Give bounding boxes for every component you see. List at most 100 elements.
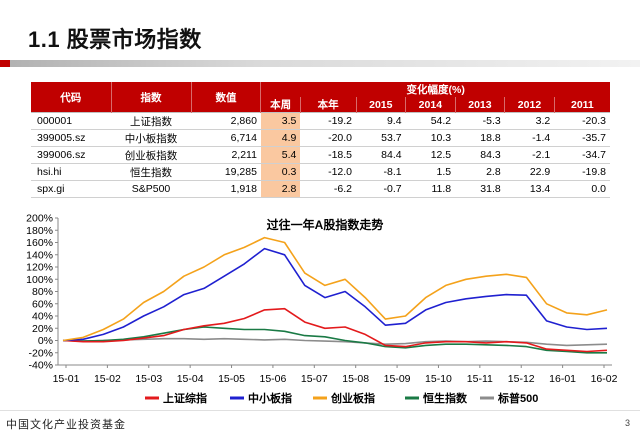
row-change: 10.3 [405,129,456,147]
row-change: 18.8 [455,129,505,147]
table-row: 399006.sz 创业板指数 2,211 5.4 -18.5 84.4 12.5 84.3-… [31,146,610,164]
row-change: 9.4 [356,112,406,130]
title-rule [0,60,640,67]
y-tick-label: 100% [26,274,53,286]
footer-rule [0,410,640,411]
row-code: 000001 [31,112,111,130]
legend-label: 恒生指数 [423,391,468,405]
x-tick-label: 15-06 [259,373,286,385]
series-line [62,307,608,353]
row-change: 31.8 [455,180,505,198]
y-tick-label: 120% [26,262,53,274]
row-change: 53.7 [356,129,406,147]
legend-label: 中小板指 [248,391,292,405]
row-change: 0.3 [260,163,301,181]
table-row: spx.gi S&P500 1,918 2.8 -6.2 -0.7 11.8 31.8 13.4… [31,180,610,198]
row-change: -5.3 [455,112,505,130]
slide-title: 1.1 股票市场指数 [28,27,202,52]
x-tick-label: 15-02 [94,373,121,385]
row-change: -2.1 [504,146,555,164]
row-change: -18.5 [300,146,357,164]
legend-label: 标普500 [497,391,538,405]
x-tick-label: 15-10 [425,373,452,385]
row-change: 2.8 [260,180,301,198]
header-index: 指数 [111,82,192,113]
row-change: 2.8 [455,163,505,181]
table-header-row-2: 本周 本年 2015 2014 2013 2012 2011 [31,97,610,113]
row-index-name: 上证指数 [111,112,191,130]
row-change: -0.7 [356,180,406,198]
x-tick-label: 15-11 [467,373,493,385]
table-header-row-1: 代码 指数 数值 变化幅度(%) [31,82,610,113]
header-code: 代码 [31,82,112,113]
row-value: 1,918 [191,180,261,198]
y-tick-label: 160% [26,237,53,249]
row-change: -35.7 [554,129,610,147]
title-rule-accent [0,60,10,67]
row-index-name: S&P500 [111,180,191,198]
header-period: 2012 [504,97,555,113]
index-table: 代码 指数 数值 变化幅度(%) 本周 本年 2015 2014 2013 20… [31,82,610,198]
footer-logo: 中国文化产业投资基金 [6,419,126,431]
x-tick-label: 15-08 [342,373,369,385]
x-tick-label: 15-05 [218,373,245,385]
row-change: 1.5 [405,163,456,181]
row-code: 399006.sz [31,146,111,164]
header-change-group: 变化幅度(%) [260,82,610,97]
row-index-name: 恒生指数 [111,163,191,181]
table-row: 399005.sz 中小板指数 6,714 4.9 -20.0 53.7 10.3 18.8-… [31,129,610,147]
row-change: 22.9 [504,163,555,181]
row-change: -20.3 [554,112,610,130]
y-tick-label: 80% [32,286,53,298]
y-tick-label: -20% [28,347,53,359]
header-period: 2011 [554,97,610,113]
header-value: 数值 [191,82,262,113]
y-tick-label: 0% [38,335,53,347]
page-number: 3 [624,418,630,428]
header-period: 2015 [356,97,407,113]
series-line [62,247,608,342]
row-change: -19.8 [554,163,610,181]
row-change: -6.2 [300,180,357,198]
y-tick-label: 40% [32,311,53,323]
y-tick-label: 180% [26,225,53,237]
row-value: 2,211 [191,146,261,164]
row-change: -20.0 [300,129,357,147]
index-trend-chart: -40%-20%0%20%40%60%80%100%120%140%160%18… [26,213,618,406]
row-value: 19,285 [191,163,261,181]
row-change: 4.9 [260,129,301,147]
header-period: 本周 [260,97,301,113]
table-row: hsi.hi 恒生指数 19,285 0.3 -12.0 -8.1 1.5 2.8 22.9 -1… [31,163,610,181]
row-change: 84.4 [356,146,406,164]
row-change: 13.4 [504,180,555,198]
chart-title: 过往一年A股指数走势 [267,217,384,232]
x-tick-label: 15-01 [53,373,80,385]
row-change: 3.5 [260,112,301,130]
row-change: 3.2 [504,112,555,130]
y-tick-label: 60% [32,298,53,310]
y-tick-label: 200% [26,213,53,225]
row-change: 0.0 [554,180,610,198]
row-code: spx.gi [31,180,111,198]
series-line [62,236,608,342]
x-tick-label: 15-04 [177,373,204,385]
row-change: -34.7 [554,146,610,164]
x-tick-label: 15-12 [508,373,535,385]
x-tick-label: 16-02 [591,373,618,385]
header-period: 本年 [300,97,357,113]
row-code: hsi.hi [31,163,111,181]
row-index-name: 创业板指数 [111,146,191,164]
y-tick-label: 20% [32,323,53,335]
row-value: 2,860 [191,112,261,130]
row-change: -8.1 [356,163,406,181]
table-row: 000001 上证指数 2,860 3.5 -19.2 9.4 54.2 -5.3 3.2 -20… [31,112,610,130]
y-tick-label: -40% [28,360,53,372]
row-change: -12.0 [300,163,357,181]
row-change: 54.2 [405,112,456,130]
x-tick-label: 16-01 [549,373,576,385]
legend-label: 创业板指 [330,391,375,405]
row-index-name: 中小板指数 [111,129,191,147]
row-change: 5.4 [260,146,301,164]
series-line [62,326,607,354]
row-change: 12.5 [405,146,456,164]
